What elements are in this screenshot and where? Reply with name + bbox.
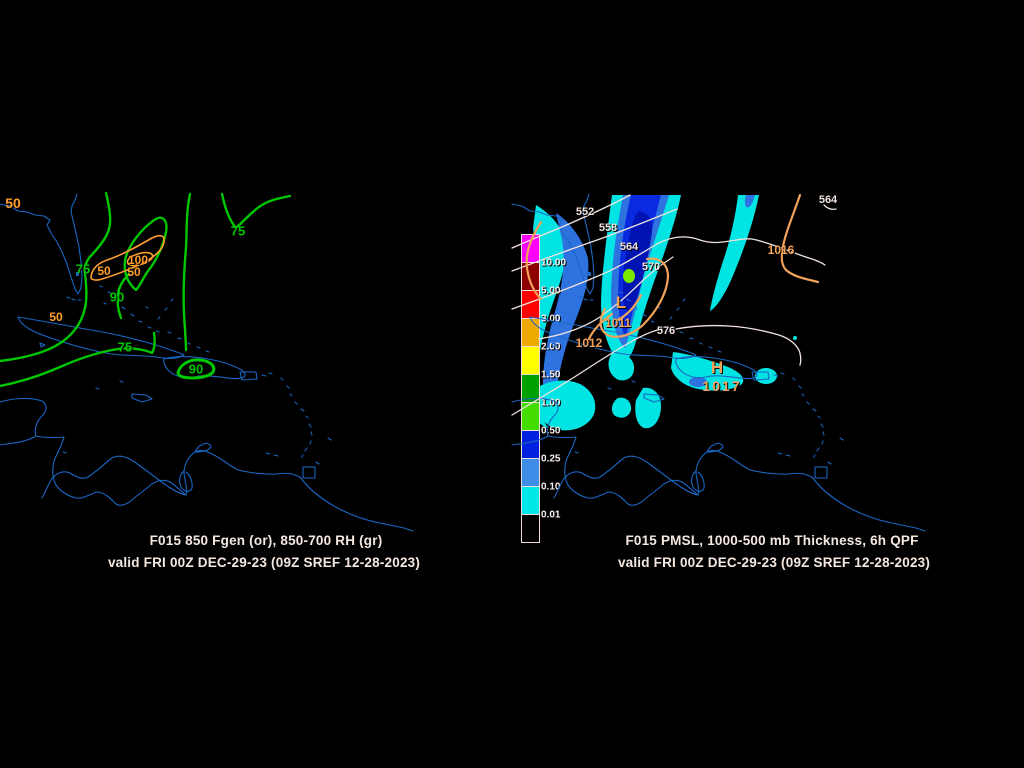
qpf-area-max-green [623, 269, 635, 283]
colorbar-value-label: 10.00 [541, 257, 567, 269]
contour-label-fgen: 50 [127, 265, 141, 279]
qpf-patch [611, 397, 632, 418]
contour-label-fgen: 50 [97, 264, 111, 278]
colorbar-segment [521, 514, 540, 543]
colorbar-value-label: 3.00 [541, 313, 561, 325]
colorbar-value-label: 5.00 [541, 285, 561, 297]
left-panel-title: F015 850 Fgen (or), 850-700 RH (gr) [149, 533, 383, 548]
colorbar-value-label: 0.10 [541, 481, 561, 493]
thickness-contours [511, 194, 837, 416]
contour-label-rh: 90 [109, 289, 125, 305]
contour-label-pmsl: 1011 [604, 316, 632, 330]
contour-label-rh: 90 [188, 361, 204, 377]
pmsl-contours [525, 193, 820, 341]
left-panel-valid-time: valid FRI 00Z DEC-29-23 (09Z SREF 12-28-… [107, 555, 421, 570]
contour-label-fgen: 50 [49, 310, 63, 324]
qpf-patch [635, 387, 661, 429]
fgen-contours [90, 234, 165, 281]
contour-label-thickness: 570 [641, 261, 661, 273]
qpf-area-main-core [623, 211, 653, 312]
right-panel-valid-time: valid FRI 00Z DEC-29-23 (09Z SREF 12-28-… [617, 555, 931, 570]
right-panel-title: F015 PMSL, 1000-500 mb Thickness, 6h QPF [625, 533, 919, 548]
contour-label-pmsl: 1012 [575, 336, 603, 350]
colorbar-value-label: 0.25 [541, 453, 561, 465]
contour-label-pmsl-big: 1017 [702, 378, 742, 394]
contour-label-thickness: 576 [656, 325, 676, 337]
qpf-area-west-royal [543, 213, 589, 424]
contour-label-rh: 75 [230, 223, 246, 239]
contour-label-thickness: 552 [575, 206, 595, 218]
qpf-patch [608, 351, 635, 381]
contour-label-thickness: 564 [619, 241, 639, 253]
contour-label-fgen: 100 [127, 253, 149, 267]
contour-label-pmsl: 1016 [767, 243, 795, 257]
qpf-dot [793, 336, 797, 340]
contour-label-rh: 75 [117, 339, 133, 355]
qpf-area-strip-royal [744, 195, 755, 208]
contour-label-fgen-big: 50 [5, 195, 21, 211]
qpf-patch-hispaniola [671, 352, 744, 391]
contour-label-thickness: 558 [598, 222, 618, 234]
colorbar-value-label: 1.50 [541, 369, 561, 381]
qpf-colorbar [521, 234, 540, 543]
qpf-area-strip-cyan [710, 195, 759, 311]
qpf-patch-hispaniola-royal [689, 377, 707, 387]
contour-label-rh: 75 [75, 261, 91, 277]
contour-label-center: H [710, 358, 724, 377]
colorbar-value-label: 1.00 [541, 397, 561, 409]
colorbar-value-label: 2.00 [541, 341, 561, 353]
rh-contours [0, 191, 292, 388]
colorbar-value-label: 0.50 [541, 425, 561, 437]
contour-label-center: L [615, 293, 627, 312]
contour-label-thickness: 564 [818, 194, 838, 206]
colorbar-value-label: 0.01 [541, 509, 561, 521]
